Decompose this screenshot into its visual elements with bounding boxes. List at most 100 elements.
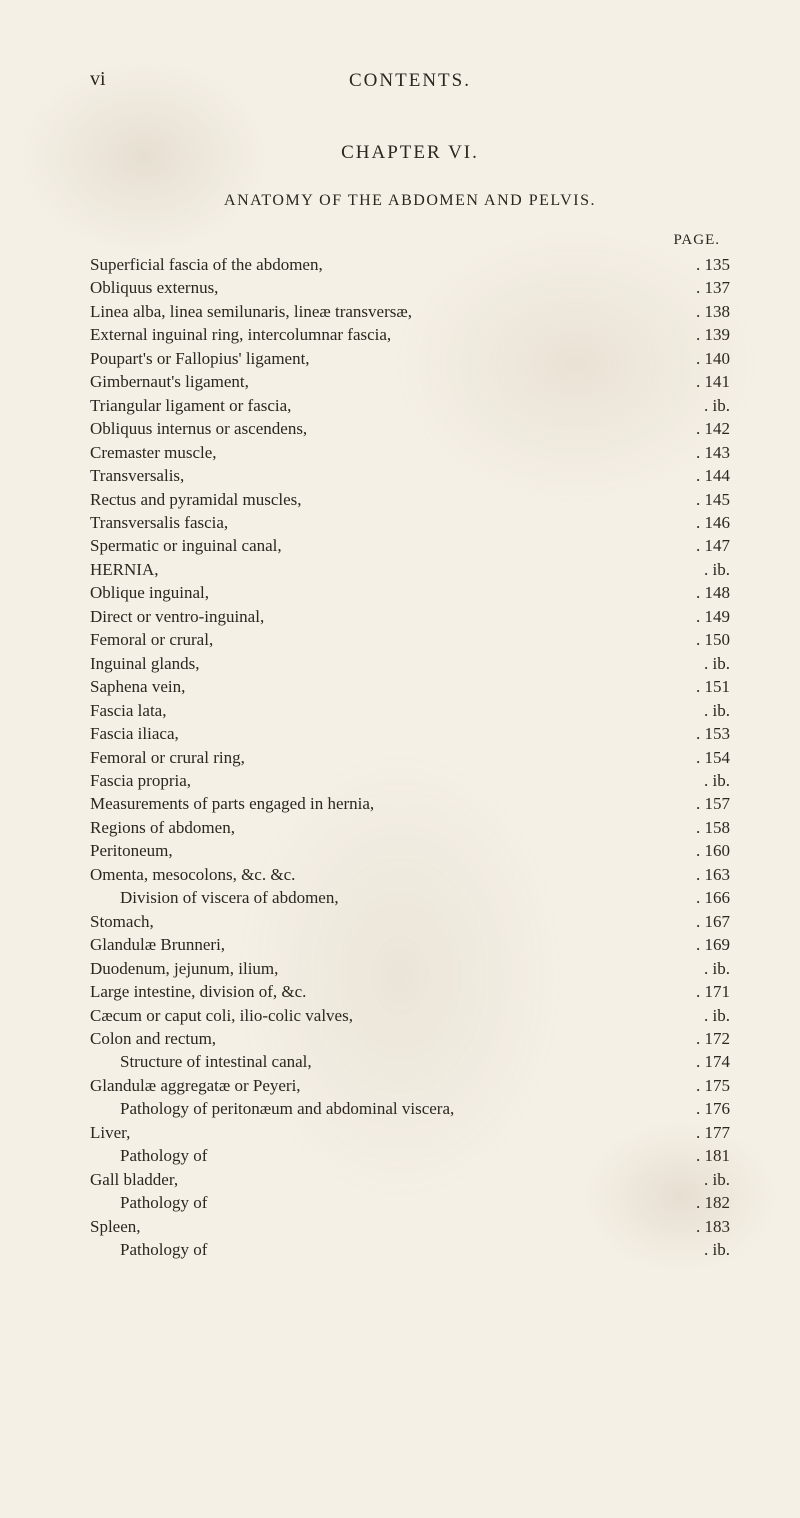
- toc-entry-page: . ib.: [696, 1004, 730, 1027]
- toc-entry-label: HERNIA,: [90, 558, 158, 581]
- toc-entry-label: Structure of intestinal canal,: [90, 1050, 312, 1073]
- toc-entry: Fascia lata,. ib.: [90, 699, 730, 722]
- toc-entry-label: Direct or ventro-inguinal,: [90, 605, 264, 628]
- toc-entry: Pathology of peritonæum and abdominal vi…: [90, 1097, 730, 1120]
- toc-entry: Pathology of. ib.: [90, 1238, 730, 1261]
- toc-entry-page: . 141: [688, 370, 730, 393]
- toc-entry-page: . 147: [688, 534, 730, 557]
- toc-entry-label: Obliquus internus or ascendens,: [90, 417, 307, 440]
- toc-entry: Cæcum or caput coli, ilio-colic valves,.…: [90, 1004, 730, 1027]
- toc-entry-label: Measurements of parts engaged in hernia,: [90, 792, 374, 815]
- toc-entry-label: Superficial fascia of the abdomen,: [90, 253, 323, 276]
- toc-entry-page: . ib.: [696, 558, 730, 581]
- toc-entry: Linea alba, linea semilunaris, lineæ tra…: [90, 300, 730, 323]
- toc-entry-page: . 157: [688, 792, 730, 815]
- toc-entry: Structure of intestinal canal, . 174: [90, 1050, 730, 1073]
- toc-entry-label: Obliquus externus,: [90, 276, 218, 299]
- toc-entry: Glandulæ aggregatæ or Peyeri,. 175: [90, 1074, 730, 1097]
- toc-entry-page: . 137: [688, 276, 730, 299]
- toc-entry-label: Colon and rectum,: [90, 1027, 216, 1050]
- toc-entry-label: Pathology of: [90, 1144, 207, 1167]
- toc-entry: Spleen,. 183: [90, 1215, 730, 1238]
- toc-entry-label: Spermatic or inguinal canal,: [90, 534, 282, 557]
- toc-entry: Large intestine, division of, &c. . 171: [90, 980, 730, 1003]
- toc-entry-label: Pathology of: [90, 1191, 207, 1214]
- toc-entry-page: . 151: [688, 675, 730, 698]
- toc-entry-page: . 138: [688, 300, 730, 323]
- toc-entry-page: . 143: [688, 441, 730, 464]
- toc-entry-label: Peritoneum,: [90, 839, 173, 862]
- toc-entry-label: Transversalis,: [90, 464, 184, 487]
- toc-entry-label: Large intestine, division of, &c.: [90, 980, 306, 1003]
- toc-entry-label: Gall bladder,: [90, 1168, 178, 1191]
- toc-entry-page: . 177: [688, 1121, 730, 1144]
- toc-entry-page: . 145: [688, 488, 730, 511]
- toc-entry-label: Triangular ligament or fascia,: [90, 394, 291, 417]
- section-title: ANATOMY OF THE ABDOMEN AND PELVIS.: [90, 192, 730, 210]
- toc-entry: Obliquus internus or ascendens,. 142: [90, 417, 730, 440]
- toc-entry: Stomach, . 167: [90, 910, 730, 933]
- toc-entry-label: Fascia propria,: [90, 769, 191, 792]
- toc-entry: Transversalis, . 144: [90, 464, 730, 487]
- toc-entry-page: . 172: [688, 1027, 730, 1050]
- toc-entry-label: Fascia iliaca,: [90, 722, 179, 745]
- toc-entry-page: . 176: [688, 1097, 730, 1120]
- toc-entry: Gimbernaut's ligament,. 141: [90, 370, 730, 393]
- toc-entry-page: . 154: [688, 746, 730, 769]
- toc-entry-page: . 181: [688, 1144, 730, 1167]
- page-number: vi: [90, 68, 106, 91]
- toc-entry: Femoral or crural,. 150: [90, 628, 730, 651]
- toc-entry-label: Poupart's or Fallopius' ligament,: [90, 347, 310, 370]
- toc-entry-label: Liver,: [90, 1121, 130, 1144]
- toc-entry-page: . 139: [688, 323, 730, 346]
- toc-entry-label: Pathology of: [90, 1238, 207, 1261]
- toc-entry-label: External inguinal ring, intercolumnar fa…: [90, 323, 391, 346]
- toc-entry-page: . 160: [688, 839, 730, 862]
- toc-entry-label: Oblique inguinal,: [90, 581, 209, 604]
- toc-entry-label: Rectus and pyramidal muscles,: [90, 488, 302, 511]
- toc-entry-label: Cremaster muscle,: [90, 441, 217, 464]
- toc-entry-label: Regions of abdomen,: [90, 816, 235, 839]
- toc-entry: Liver, . 177: [90, 1121, 730, 1144]
- toc-entry: Duodenum, jejunum, ilium,. ib.: [90, 957, 730, 980]
- toc-entry-label: Glandulæ Brunneri,: [90, 933, 225, 956]
- toc-entry: Obliquus externus, . 137: [90, 276, 730, 299]
- toc-entry: Colon and rectum, . 172: [90, 1027, 730, 1050]
- running-header: CONTENTS.: [90, 70, 730, 92]
- toc-entry: Fascia iliaca, . 153: [90, 722, 730, 745]
- chapter-heading: CHAPTER VI.: [90, 142, 730, 164]
- toc-entry-label: Saphena vein,: [90, 675, 185, 698]
- toc-entry-label: Cæcum or caput coli, ilio-colic valves,: [90, 1004, 353, 1027]
- toc-entry: Oblique inguinal,. 148: [90, 581, 730, 604]
- toc-entry-label: Stomach,: [90, 910, 154, 933]
- toc-entry: Saphena vein, . 151: [90, 675, 730, 698]
- toc-entry: Glandulæ Brunneri, . 169: [90, 933, 730, 956]
- toc-entry-label: Femoral or crural ring,: [90, 746, 245, 769]
- toc-entry-page: . 174: [688, 1050, 730, 1073]
- toc-entry-page: . 140: [688, 347, 730, 370]
- toc-entry-page: . 163: [688, 863, 730, 886]
- toc-entry-page: . 144: [688, 464, 730, 487]
- toc-entry: Poupart's or Fallopius' ligament, . 140: [90, 347, 730, 370]
- toc-entry-page: . ib.: [696, 652, 730, 675]
- toc-entry-page: . 149: [688, 605, 730, 628]
- toc-entry-label: Omenta, mesocolons, &c. &c.: [90, 863, 295, 886]
- table-of-contents: Superficial fascia of the abdomen,. 135O…: [90, 253, 730, 1261]
- toc-entry-page: . 171: [688, 980, 730, 1003]
- toc-entry-page: . ib.: [696, 1168, 730, 1191]
- toc-entry-label: Fascia lata,: [90, 699, 166, 722]
- toc-entry-page: . ib.: [696, 769, 730, 792]
- toc-entry-label: Femoral or crural,: [90, 628, 213, 651]
- toc-entry: Inguinal glands,. ib.: [90, 652, 730, 675]
- toc-entry-page: . 153: [688, 722, 730, 745]
- toc-entry-page: . 167: [688, 910, 730, 933]
- toc-entry-page: . 169: [688, 933, 730, 956]
- toc-entry: Femoral or crural ring, . 154: [90, 746, 730, 769]
- toc-entry: HERNIA, . ib.: [90, 558, 730, 581]
- toc-entry-label: Linea alba, linea semilunaris, lineæ tra…: [90, 300, 412, 323]
- toc-entry: Rectus and pyramidal muscles, . 145: [90, 488, 730, 511]
- toc-entry-page: . 166: [688, 886, 730, 909]
- toc-entry: Peritoneum, . 160: [90, 839, 730, 862]
- toc-entry-label: Duodenum, jejunum, ilium,: [90, 957, 278, 980]
- toc-entry: Direct or ventro-inguinal, . 149: [90, 605, 730, 628]
